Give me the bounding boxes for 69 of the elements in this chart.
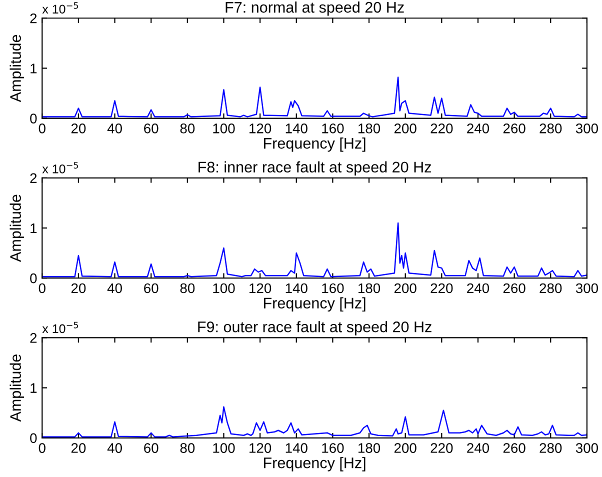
chart-title: F7: normal at speed 20 Hz [226,2,404,16]
y-tick-label: 2 [30,13,37,24]
y-tick-label: 2 [30,333,37,343]
x-tick-label: 0 [38,124,46,134]
x-tick-label: 20 [71,443,86,453]
x-tick-label: 180 [358,283,380,294]
x-tick-label: 100 [213,283,235,294]
y-tick-label: 1 [30,64,37,74]
y-tick-label: 1 [30,223,37,234]
x-tick-label: 100 [213,443,235,453]
y-axis-title: Amplitude [10,194,24,262]
x-tick-label: 20 [71,124,86,134]
x-tick-label: 40 [107,443,122,453]
x-tick-label: 220 [430,124,453,134]
y-tick-label: 2 [30,173,37,183]
x-tick-label: 260 [503,283,526,294]
x-tick-label: 40 [107,124,122,134]
x-tick-label: 160 [322,124,344,134]
x-tick-label: 0 [38,283,46,294]
y-tick-label: 0 [30,273,37,284]
x-tick-label: 120 [250,283,272,294]
x-tick-label: 260 [503,443,526,453]
x-tick-label: 240 [467,283,490,294]
y-tick-label: 1 [30,383,37,393]
x-tick-label: 220 [430,443,453,453]
x-tick-label: 120 [250,124,272,134]
x-axis-title: Frequency [Hz] [264,457,366,472]
x-axis-title: Frequency [Hz] [264,297,366,312]
x-tick-label: 160 [322,283,344,294]
y-tick-label: 0 [30,433,37,444]
x-tick-label: 80 [180,283,195,294]
x-tick-label: 60 [144,443,158,453]
x-tick-label: 140 [286,443,308,453]
x-tick-label: 220 [430,283,453,294]
x-tick-label: 280 [540,283,562,294]
y-axis-title: Amplitude [10,34,24,102]
x-tick-label: 280 [540,443,562,453]
x-tick-label: 300 [576,443,598,453]
x-tick-label: 100 [213,124,235,134]
x-tick-label: 80 [180,443,195,453]
chart-title: F9: outer race fault at speed 20 Hz [198,321,432,336]
x-tick-label: 140 [286,283,308,294]
x-tick-label: 180 [358,124,380,134]
x-tick-label: 300 [576,124,598,134]
x-tick-label: 300 [576,283,598,294]
y-axis-title: Amplitude [10,354,24,422]
x-tick-label: 240 [467,124,490,134]
x-tick-label: 180 [358,443,380,453]
x-tick-label: 200 [394,283,416,294]
x-tick-label: 240 [467,443,490,453]
y-tick-label: 0 [30,114,37,124]
text: x 10$^{−5}$ [42,322,78,334]
x-tick-label: 140 [286,124,308,134]
x-tick-label: 160 [322,443,344,453]
x-tick-label: 280 [540,124,562,134]
x-tick-label: 40 [107,283,122,294]
x-tick-label: 60 [144,124,158,134]
x-axis-title: Frequency [Hz] [264,137,366,152]
x-tick-label: 0 [38,443,46,453]
x-tick-label: 60 [144,283,158,294]
x-tick-label: 260 [503,124,526,134]
x-tick-label: 200 [394,443,416,453]
x-tick-label: 120 [250,443,272,453]
x-tick-label: 80 [180,124,195,134]
x-tick-label: 20 [71,283,86,294]
text: x 10$^{−5}$ [42,2,78,14]
text: x 10$^{−5}$ [42,162,78,174]
x-tick-label: 200 [394,124,416,134]
chart-title: F8: inner race fault at speed 20 Hz [198,161,431,176]
